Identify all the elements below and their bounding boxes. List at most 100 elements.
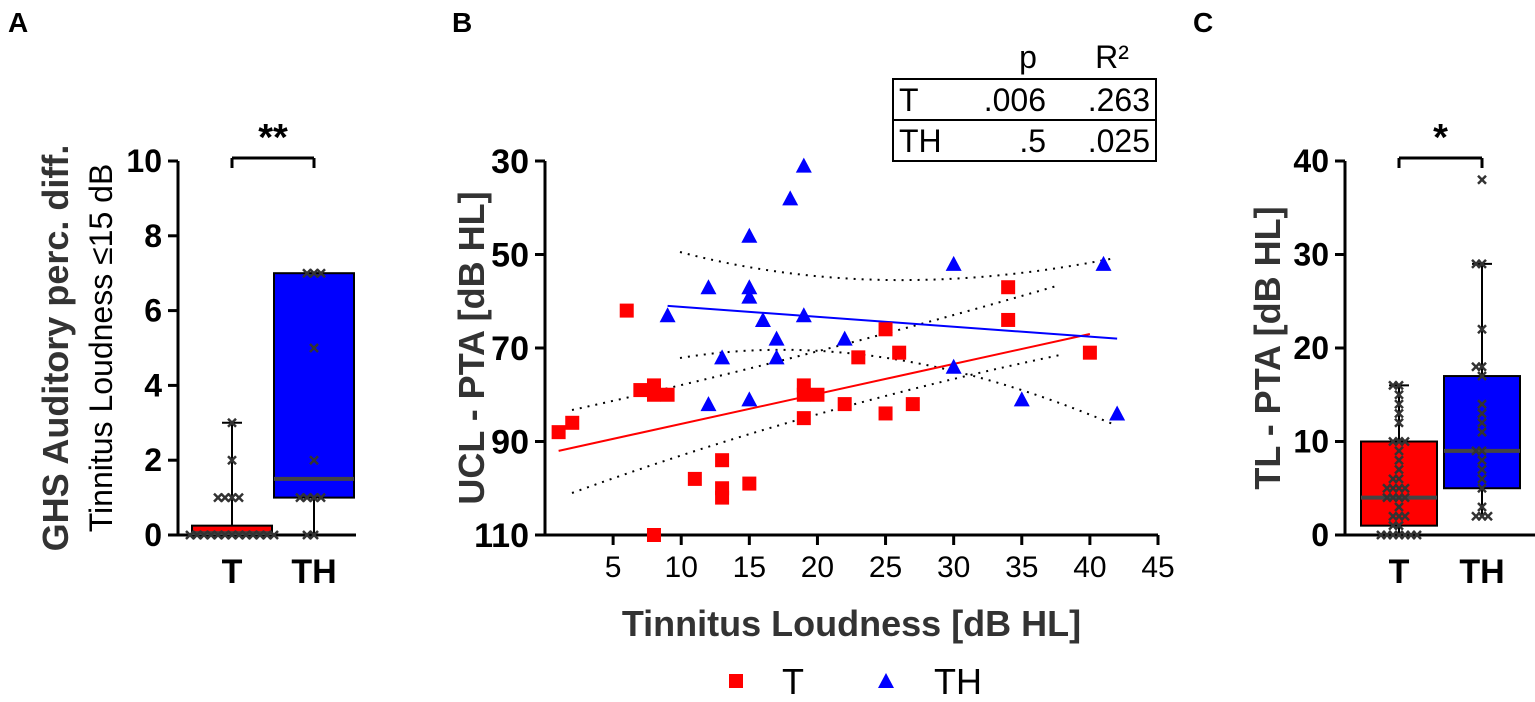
- panel-c-group-th-point: [1483, 511, 1493, 522]
- panel-b-y-tick-label: 90: [491, 424, 529, 462]
- panel-b-x-label: Tinnitus Loudness [dB HL]: [622, 603, 1081, 644]
- panel-c-group-th-point-stroke-b: [1477, 474, 1487, 484]
- panel-b-x-tick-label: 35: [1005, 551, 1038, 584]
- panel-b-point-t: [551, 425, 566, 440]
- panel-b-point-th: [741, 279, 758, 295]
- panel-b-x-tick-label: 30: [937, 551, 970, 584]
- panel-c-group-t-point: [1412, 530, 1422, 540]
- panel-b-point-th: [741, 227, 758, 243]
- legend-label-th: TH: [934, 661, 982, 702]
- panel-a-group-th-label: TH: [291, 553, 336, 591]
- panel-c-group-t-point: [1394, 445, 1404, 456]
- panel-a-significance-bracket: [230, 156, 316, 168]
- panel-a-group-th-point: [295, 492, 305, 503]
- panel-c-group-th-point-stroke-b: [1471, 445, 1481, 456]
- panel-a-group-th-point: [316, 492, 326, 503]
- panel-c-group-t-point: [1400, 483, 1410, 494]
- panel-letter-c: C: [1193, 7, 1213, 38]
- panel-c-group-t-point: [1394, 417, 1404, 428]
- panel-c-group-t-point-stroke-b: [1388, 511, 1398, 522]
- panel-a-group-th-point: [309, 455, 319, 466]
- panel-c-group-t-point-stroke-b: [1394, 408, 1404, 419]
- panel-c-group-th-point: [1477, 371, 1487, 381]
- panel-b-point-t: [837, 397, 852, 412]
- panel-c-group-th-point-stroke-b: [1477, 427, 1487, 438]
- panel-c-group-th-point-stroke-b: [1477, 408, 1487, 419]
- panel-a-group-t-point: [234, 492, 244, 503]
- panel-c-group-t-point-stroke-b: [1382, 492, 1392, 503]
- panel-b-table-group: T: [899, 82, 919, 118]
- panel-a-group-th-point: [316, 268, 326, 279]
- panel-a-group-t-label: T: [222, 553, 243, 591]
- panel-c-group-th-point: [1471, 511, 1481, 522]
- panel-a-group-t-point-stroke-b: [213, 492, 223, 503]
- panel-c-group-th-point-stroke-b: [1477, 483, 1487, 494]
- panel-b-point-th: [768, 330, 785, 346]
- panel-c-y-tick-label: 10: [1293, 424, 1329, 460]
- panel-c-significance-label: *: [1433, 117, 1448, 159]
- panel-b-x-tick-label: 45: [1141, 551, 1174, 584]
- panel-a-group-th-point: [309, 343, 319, 353]
- panel-c-y-label: TL - PTA [dB HL]: [1247, 206, 1288, 489]
- panel-a-group-t-point: [227, 417, 237, 428]
- panel-b-x-tick-label: 20: [801, 551, 834, 584]
- panel-b-point-t: [1082, 345, 1097, 360]
- panel-c-group-t-point: [1388, 511, 1398, 522]
- panel-b-y-label: UCL - PTA [dB HL]: [451, 191, 492, 504]
- panel-b-table-r2: .263: [1088, 82, 1150, 118]
- panel-a-group-th-box: [273, 272, 355, 499]
- panel-c-group-th-point: [1471, 361, 1481, 372]
- panel-b-point-th: [782, 190, 799, 206]
- panel-b-point-t: [715, 453, 730, 468]
- panel-a-group-th-point-stroke-b: [302, 530, 312, 540]
- panel-b-point-th: [945, 255, 962, 271]
- panel-a-group-t-point-stroke-b: [227, 455, 237, 466]
- panel-b-point-t: [796, 411, 811, 426]
- panel-b-point-th: [1013, 391, 1030, 407]
- panel-c-group-t-point: [1376, 530, 1386, 540]
- panel-b-table-group: TH: [899, 123, 942, 159]
- panel-c-group-t-point: [1394, 502, 1404, 512]
- panel-c-group-t-box: [1360, 440, 1438, 527]
- panel-b-point-t: [619, 303, 634, 318]
- panel-b-point-th: [754, 311, 771, 327]
- panel-a-y-tick-label: 4: [144, 367, 162, 403]
- panel-c-group-t-point-stroke-b: [1400, 483, 1410, 494]
- panel-c-group-th-point: [1477, 483, 1487, 494]
- panel-c-group-th-point: [1477, 427, 1487, 438]
- panel-a-y-tick-label: 2: [144, 442, 162, 478]
- panel-c-group-t-point-stroke-b: [1388, 474, 1398, 484]
- panel-c-group-th-point-stroke-b: [1483, 511, 1493, 522]
- panel-b-y-tick-label: 30: [491, 143, 529, 181]
- panel-c-group-th-point: [1477, 464, 1487, 475]
- panel-b-table-header-p: p: [1019, 39, 1037, 75]
- panel-b-confidence-band: [679, 251, 1116, 282]
- panel-a-group-t-point: [227, 455, 237, 466]
- panel-c-group-th-point-stroke-b: [1471, 361, 1481, 372]
- panel-c-group-t-point-stroke-b: [1394, 389, 1404, 400]
- panel-c-group-t-point-stroke-b: [1388, 520, 1398, 531]
- panel-a-y-label-sub: Tinnitus Loudness ≤15 dB: [83, 164, 119, 533]
- panel-a-group-t-point-stroke-b: [227, 417, 237, 428]
- panel-b-point-th: [741, 391, 758, 407]
- panel-c-group-th-point: [1477, 399, 1487, 409]
- panel-a-y-tick-label: 6: [144, 293, 162, 329]
- panel-a-y-tick-label: 0: [144, 517, 162, 553]
- panel-a-group-t-point-stroke-b: [234, 492, 244, 503]
- panel-b-x-tick-label: 40: [1073, 551, 1106, 584]
- panel-c-group-th-point: [1477, 408, 1487, 419]
- panel-c-group-t-point: [1394, 464, 1404, 475]
- panel-c-group-th-point-stroke-b: [1471, 511, 1481, 522]
- panel-c-group-th-point-stroke-b: [1477, 371, 1487, 381]
- panel-a-group-th-point: [302, 268, 312, 279]
- panel-a-group-t-point-stroke-b: [185, 530, 195, 540]
- panel-a-group-th-point-stroke-b: [309, 455, 319, 466]
- panel-c-group-t-point-stroke-b: [1394, 502, 1404, 512]
- panel-b-point-t: [687, 471, 702, 486]
- panel-b-y-tick-label: 50: [491, 237, 529, 275]
- panel-b-point-th: [768, 349, 785, 365]
- panel-b-point-th: [836, 330, 853, 346]
- panel-c-group-t-point-stroke-b: [1394, 464, 1404, 475]
- panel-b-point-t: [742, 476, 757, 491]
